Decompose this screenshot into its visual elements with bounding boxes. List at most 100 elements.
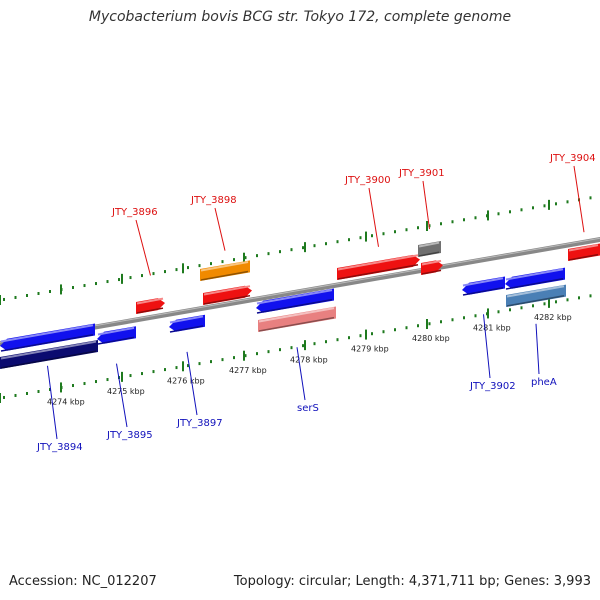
gene-p1[interactable]: [258, 306, 336, 332]
ruler-dot: [405, 228, 408, 232]
gene-label[interactable]: JTY_3897: [176, 418, 223, 429]
ruler-dot: [394, 230, 396, 234]
ruler-dot: [474, 314, 477, 318]
gene-s1[interactable]: [506, 284, 566, 307]
label-leader: [296, 347, 306, 401]
gene-shadow: [136, 307, 164, 314]
gene-label[interactable]: JTY_3895: [106, 430, 153, 441]
ruler-dot: [210, 262, 212, 266]
gene-shine: [169, 315, 204, 324]
ruler-dot: [566, 298, 569, 302]
gene-shadow: [0, 350, 97, 369]
gene-r5[interactable]: [462, 276, 505, 295]
gene-label[interactable]: JTY_3896: [111, 207, 158, 218]
ruler-dot: [382, 330, 385, 334]
ruler-tick: [426, 319, 428, 330]
ruler-dot: [325, 242, 327, 246]
ruler-dot: [463, 218, 465, 222]
ruler-tick: [182, 361, 184, 372]
gene-shadow: [505, 278, 564, 290]
gene-shadow: [169, 325, 204, 333]
ruler-dot: [26, 391, 28, 395]
ruler-dot: [371, 234, 373, 238]
ruler-dot: [152, 272, 155, 276]
ruler-dot: [290, 248, 293, 252]
gene-shine: [421, 259, 442, 266]
gene-shine: [568, 244, 599, 252]
label-leader: [483, 314, 491, 379]
ruler-tick-label: 4274 kbp: [47, 397, 85, 406]
gene-shadow: [421, 269, 442, 275]
ruler-dot: [72, 286, 74, 290]
gene-label[interactable]: pheA: [531, 377, 557, 388]
ruler-dot: [359, 334, 362, 338]
gene-label[interactable]: serS: [297, 403, 319, 414]
gene-r6[interactable]: [505, 267, 565, 289]
ruler-dot: [106, 378, 109, 382]
gene-shadow: [418, 251, 440, 257]
gene-f3[interactable]: [200, 260, 250, 281]
ruler-dot: [267, 252, 270, 256]
ruler-dot: [417, 324, 419, 328]
ruler-tick: [0, 393, 1, 403]
ruler-dot: [279, 250, 281, 254]
gene-r4[interactable]: [256, 288, 334, 313]
ruler-dot: [578, 296, 580, 300]
gene-d1[interactable]: [0, 340, 98, 369]
ruler-dot: [233, 356, 235, 360]
ruler-dot: [106, 280, 109, 284]
ruler-tick: [548, 199, 550, 210]
ruler-dot: [589, 196, 592, 200]
ruler-dot: [198, 362, 201, 366]
gene-label[interactable]: JTY_3904: [549, 153, 596, 164]
ruler-tick: [182, 263, 184, 274]
label-leader: [422, 180, 430, 230]
gene-shadow: [462, 286, 504, 296]
gene-label[interactable]: JTY_3898: [190, 195, 237, 206]
label-leader: [135, 219, 151, 276]
ruler-tick: [243, 350, 245, 361]
ruler-dot: [152, 370, 155, 374]
gene-shadow: [258, 316, 335, 332]
gene-r1[interactable]: [0, 323, 95, 351]
ruler-dot: [233, 258, 235, 262]
gene-shine: [505, 268, 564, 281]
gene-shadow: [200, 270, 249, 281]
ruler-dot: [336, 338, 339, 342]
gene-label[interactable]: JTY_3894: [36, 442, 83, 453]
ruler-dot: [566, 200, 569, 204]
ruler-dot: [267, 350, 270, 354]
ruler-dot: [543, 204, 546, 208]
ruler-dot: [497, 310, 500, 314]
ruler-dot: [164, 270, 166, 274]
ruler-tick: [487, 210, 489, 221]
ruler-dot: [474, 216, 477, 220]
map-title: Mycobacterium bovis BCG str. Tokyo 172, …: [88, 9, 512, 25]
ruler-tick-label: 4279 kbp: [351, 345, 389, 354]
ruler-dot: [451, 220, 454, 224]
ruler-dot: [49, 388, 51, 392]
gene-f4[interactable]: [337, 254, 420, 280]
gene-shine: [506, 285, 565, 298]
ruler-dot: [417, 226, 419, 230]
gene-shine: [97, 326, 135, 336]
gene-label[interactable]: JTY_3900: [344, 175, 391, 186]
ruler-dot: [543, 302, 546, 306]
gene-shadow: [506, 295, 565, 307]
ruler-dot: [72, 384, 74, 388]
gene-f2[interactable]: [203, 285, 252, 305]
gene-f6[interactable]: [568, 243, 600, 261]
ruler-dot: [118, 278, 120, 282]
ruler-dot: [290, 346, 293, 350]
gene-label[interactable]: JTY_3902: [469, 381, 516, 392]
gene-label[interactable]: JTY_3901: [398, 168, 445, 179]
ruler-dot: [463, 316, 465, 320]
gene-shadow: [568, 253, 599, 261]
ruler-dot: [509, 210, 511, 214]
ruler-dot: [3, 395, 5, 399]
ruler-dot: [83, 284, 86, 288]
ruler-tick: [304, 242, 306, 253]
gene-shine: [418, 241, 440, 248]
ruler-dot: [141, 372, 143, 376]
